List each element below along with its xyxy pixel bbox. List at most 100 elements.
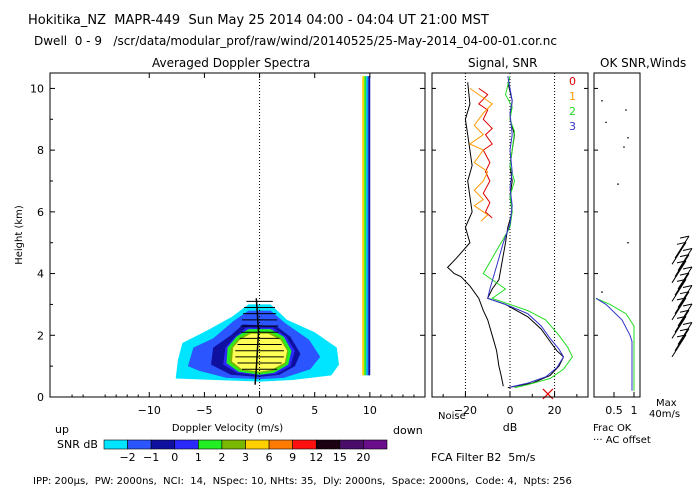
wind-barb [674,291,690,314]
signal-snr-plot: 0 1 2 3 −20 0 20 dB [431,72,589,434]
x-axis-label: Doppler Velocity (m/s) [172,423,283,434]
spectra-panel-title: Averaged Doppler Spectra [152,56,311,70]
wind-barb [674,309,690,333]
colorbar-label: 9 [289,451,296,464]
snr-x-tick-label: 20 [548,404,562,417]
wind-barb [671,297,687,321]
y-axis-label: Height (km) [14,205,25,265]
wind-barb [671,316,687,339]
y-tick-label: 2 [37,329,44,342]
ac-offset-dot [623,146,625,148]
doppler-center-trace [254,298,260,385]
colorbar-label: 3 [242,451,249,464]
ac-offset-dot [625,109,627,111]
footer-parameters: IPP: 200µs, PW: 2000ns, NCI: 14, NSpec: … [33,476,572,487]
colorbar-swatch [315,439,341,450]
plot-subtitle: Dwell 0 - 9 /scr/data/modular_prof/raw/w… [34,34,557,48]
y-tick-label: 10 [30,82,44,95]
wind-barb-flag [679,235,690,239]
wind-barb-flag [682,303,693,307]
colorbar-swatch [292,439,317,450]
ac-offset-label: ··· AC offset [593,435,651,446]
frac-ok-line [595,297,633,391]
max-label: Max [656,398,677,409]
colorbar-label: 20 [356,451,370,464]
colorbar-swatch [127,439,152,450]
x-tick-label: 5 [311,404,318,417]
max-speed-label: 40m/s [649,409,681,420]
y-tick-label: 8 [37,144,44,157]
colorbar-swatch [221,439,246,450]
snr-x-tick-label: 0 [507,404,514,417]
colorbar-swatch [245,439,270,450]
x-tick-label: −5 [196,404,212,417]
winds-x-tick-label: 1 [631,404,638,417]
colorbar-label: −1 [143,451,159,464]
colorbar-swatch [198,439,223,450]
colorbar-label: 12 [309,451,323,464]
wind-barb [674,235,690,259]
down-label: down [393,424,423,437]
ac-offset-dot [617,183,619,185]
wind-barb [674,272,690,296]
snr-series-noise [446,82,504,387]
wind-barb [671,242,687,265]
colorbar-label: 15 [333,451,347,464]
colorbar-label: −2 [119,451,135,464]
winds-frame [593,72,641,398]
snr-series-signal [487,82,565,389]
colorbar-label: 2 [218,451,225,464]
snr-legend-1: 1 [569,90,576,103]
wind-barb [677,303,693,327]
noise-label: Noise [438,411,466,422]
winds-panel-title: OK SNR,Winds [600,56,687,70]
y-tick-label: 6 [37,206,44,219]
y-tick-label: 4 [37,268,44,281]
snr-series-2 [482,75,573,389]
wind-barb [677,322,693,345]
wind-barb [677,285,693,308]
snr-legend-2: 2 [569,105,576,118]
x-tick-label: 0 [256,404,263,417]
fca-filter-label: FCA Filter B2 5m/s [431,451,536,464]
colorbar-swatch [150,439,176,450]
frac-ok-label: Frac OK [593,423,632,434]
wind-barb-flag [682,266,693,270]
colorbar-swatch [268,439,293,450]
wind-barb-flag [682,322,693,326]
colorbar-label: 1 [195,451,202,464]
colorbar-label: 0 [171,451,178,464]
ac-offset-dot [601,291,603,293]
wind-barb-flag [682,285,693,289]
snr-db-label: SNR dB [57,438,98,451]
wind-barb [674,254,690,277]
snr-panel-title: Signal, SNR [468,56,538,70]
colorbar-swatch [103,439,128,450]
colorbar-swatch [339,439,364,450]
snr-series-3 [487,76,565,388]
ac-offset-dot [601,99,603,102]
snr-legend-3: 3 [569,120,576,133]
frac-ok-alt-line [595,297,635,391]
snr-winds-plot: 0.5 1 [593,72,693,417]
plot-title: Hokitika_NZ MAPR-449 Sun May 25 2014 04:… [28,13,489,28]
doppler-spectra-plot: −10 −5 0 5 10 0 2 4 6 8 10 Doppler Velocity (m/s) He… [14,72,426,434]
y-tick-label: 0 [37,391,44,404]
ac-offset-dot [627,137,629,139]
colorbar-swatch [363,439,388,450]
snr-colorbar: −2 −1 0 1 2 3 6 9 12 15 20 [103,439,388,464]
colorbar-swatch [174,439,199,450]
snr-series-1 [468,87,493,222]
x-tick-label: −10 [138,404,161,417]
winds-x-tick-label: 0.5 [605,404,623,417]
wind-barb [671,279,687,302]
wind-barb [677,248,693,271]
wind-barb [671,334,687,358]
wind-barb [674,328,690,351]
snr-x-tick-label: −20 [454,404,477,417]
up-label: up [55,423,69,436]
snr-series-0 [478,87,493,219]
wind-barb-flag [682,247,693,251]
snr-legend-0: 0 [569,75,576,88]
